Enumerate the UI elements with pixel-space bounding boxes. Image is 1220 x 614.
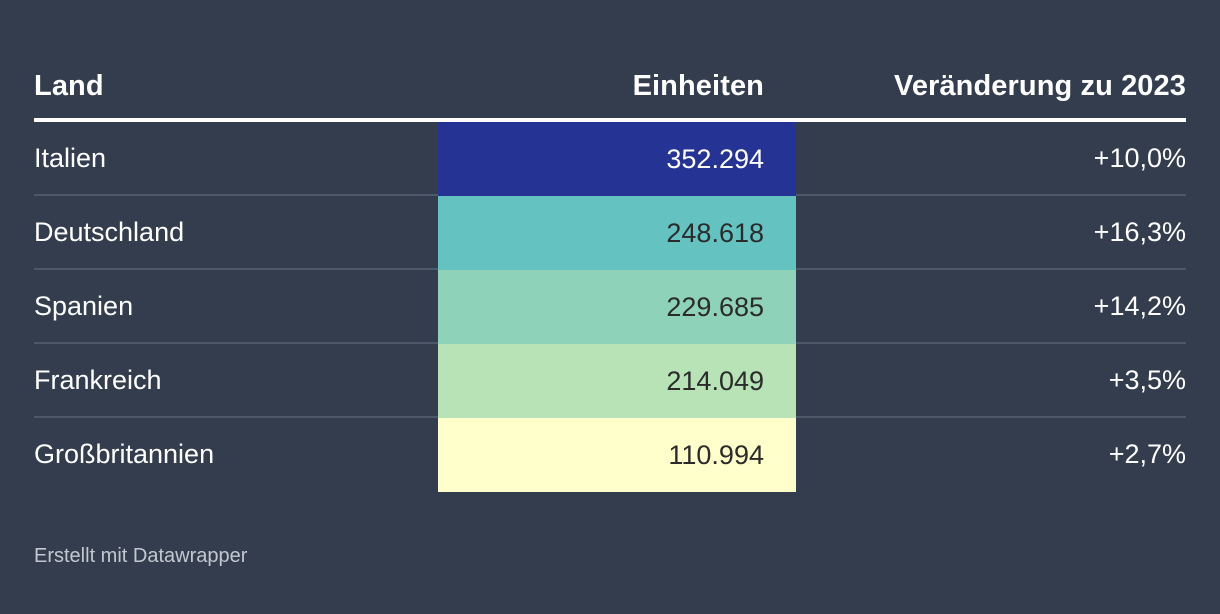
header-units: Einheiten <box>632 70 764 102</box>
cell-land: Deutschland <box>34 217 185 247</box>
table-header: Land Einheiten Veränderung zu 2023 <box>34 54 1186 122</box>
table-row: Deutschland 248.618 +16,3% <box>34 196 1186 270</box>
cell-change: +16,3% <box>1093 217 1186 247</box>
credit-text: Erstellt mit Datawrapper <box>34 545 248 567</box>
table-row: Großbritannien 110.994 +2,7% <box>34 418 1186 492</box>
cell-units: 229.685 <box>438 270 796 344</box>
table-row: Italien 352.294 +10,0% <box>34 122 1186 196</box>
cell-change: +2,7% <box>1108 439 1186 469</box>
table-row: Spanien 229.685 +14,2% <box>34 270 1186 344</box>
cell-change: +10,0% <box>1093 143 1186 173</box>
cell-units: 110.994 <box>438 418 796 492</box>
cell-change: +3,5% <box>1108 365 1186 395</box>
cell-land: Spanien <box>34 291 134 321</box>
cell-land: Großbritannien <box>34 439 215 469</box>
cell-land: Italien <box>34 143 107 173</box>
header-change: Veränderung zu 2023 <box>893 70 1186 102</box>
header-land: Land <box>34 70 104 102</box>
data-table: Land Einheiten Veränderung zu 2023 Itali… <box>34 54 1186 492</box>
cell-change: +14,2% <box>1093 291 1186 321</box>
table-row: Frankreich 214.049 +3,5% <box>34 344 1186 418</box>
cell-land: Frankreich <box>34 365 162 395</box>
cell-units: 248.618 <box>438 196 796 270</box>
cell-units: 352.294 <box>438 122 796 196</box>
cell-units: 214.049 <box>438 344 796 418</box>
